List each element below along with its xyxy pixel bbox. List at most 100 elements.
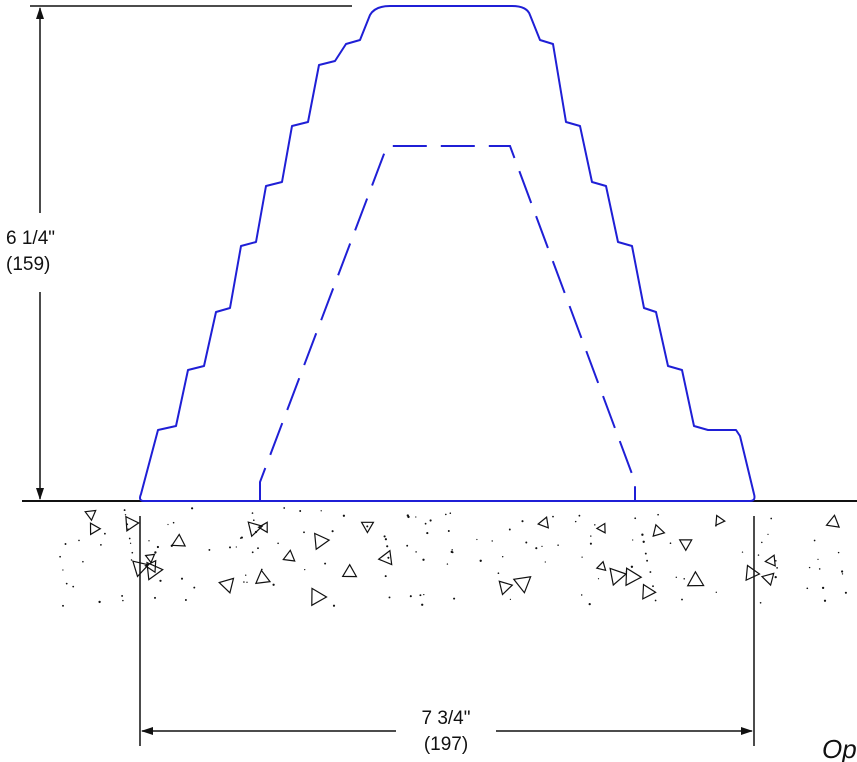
aggregate-dot [406, 544, 409, 547]
aggregate-dot [741, 551, 744, 553]
corner-label: Op [822, 734, 857, 762]
aggregate-dot [683, 578, 685, 580]
aggregate-dot [588, 602, 591, 606]
aggregate-dot [429, 519, 432, 522]
aggregate-stone [715, 514, 726, 527]
aggregate-dot [324, 562, 327, 565]
aggregate-dot [406, 514, 409, 517]
aggregate-dot [449, 512, 452, 514]
aggregate-stone [609, 567, 628, 587]
aggregate-dot [82, 560, 84, 563]
aggregate-dot [128, 537, 131, 540]
aggregate-stone [760, 572, 775, 587]
aggregate-dot [453, 597, 456, 600]
aggregate-dot [239, 537, 242, 539]
aggregate-dot [557, 544, 559, 546]
aggregate-stone [498, 580, 514, 596]
aggregate-dot [422, 558, 425, 561]
height-dimension-metric: (159) [6, 254, 50, 275]
aggregate-dot [122, 599, 124, 602]
aggregate-dot [384, 575, 387, 578]
aggregate-dot [423, 593, 425, 596]
aggregate-dot [774, 559, 777, 562]
aggregate-dot [715, 591, 717, 593]
aggregate-stone [311, 587, 328, 607]
aggregate-dot [634, 517, 637, 520]
aggregate-dot [525, 541, 528, 544]
aggregate-dot [424, 522, 427, 525]
aggregate-dot [245, 574, 247, 576]
aggregate-dot [208, 548, 211, 551]
aggregate-stone [360, 521, 375, 534]
inner-dashed-profile [259, 145, 636, 501]
aggregate-dot [757, 554, 760, 556]
aggregate-dot [578, 514, 581, 517]
aggregate-dot [808, 566, 811, 569]
aggregate-stone [764, 554, 776, 567]
aggregate-dot [421, 603, 424, 606]
aggregate-dot [366, 525, 369, 528]
aggregate-dot [597, 578, 600, 580]
aggregate-stone [257, 521, 268, 534]
aggregate-dot [841, 573, 844, 575]
aggregate-stone [625, 567, 643, 587]
aggregate-dot [632, 539, 634, 541]
aggregate-dot [104, 532, 106, 535]
aggregate-dot [581, 556, 583, 558]
aggregate-dot [590, 535, 592, 537]
aggregate-dot [131, 551, 134, 554]
aggregate-dot [299, 510, 302, 512]
aggregate-dot [535, 547, 538, 550]
aggregate-dot [154, 551, 157, 554]
aggregate-dot [580, 594, 583, 596]
aggregate-dot [652, 585, 654, 588]
aggregate-dot [251, 551, 254, 554]
aggregate-dot [806, 587, 809, 590]
aggregate-dot [156, 545, 159, 549]
aggregate-dot [64, 543, 67, 545]
aggregate-dot [253, 519, 255, 521]
aggregate-dot [124, 514, 127, 516]
aggregate-dot [491, 540, 493, 542]
aggregate-stone [595, 560, 607, 572]
aggregate-dot [589, 542, 592, 545]
aggregate-dot [65, 582, 68, 585]
aggregate-dot [446, 563, 449, 565]
aggregate-dot [451, 551, 454, 554]
aggregate-dot [62, 604, 64, 607]
aggregate-dot [823, 599, 827, 602]
aggregate-dot [415, 516, 417, 518]
aggregate-stone [652, 523, 666, 537]
aggregate-dot [646, 559, 649, 562]
aggregate-dot [479, 559, 482, 562]
aggregate-dot [251, 512, 254, 514]
aggregate-stone [745, 564, 761, 582]
aggregate-stone [595, 522, 606, 534]
aggregate-dot [332, 604, 336, 607]
aggregate-dot [409, 595, 412, 598]
aggregate-dot [419, 594, 422, 597]
aggregate-dot [426, 532, 429, 535]
aggregate-dot [246, 581, 248, 583]
aggregate-dot [654, 599, 657, 602]
aggregate-dot [383, 535, 386, 538]
aggregate-dot [387, 556, 390, 559]
aggregate-dot [331, 530, 334, 533]
aggregate-dot [386, 545, 389, 548]
aggregate-dot [384, 538, 387, 541]
aggregate-stone [678, 539, 693, 552]
aggregate-dot [767, 533, 769, 536]
aggregate-stone [537, 515, 550, 529]
aggregate-dot [476, 538, 478, 541]
aggregate-stone [314, 532, 331, 551]
aggregate-stone [686, 570, 705, 587]
aggregate-stone [512, 576, 532, 594]
width-dimension-imperial: 7 3/4" [421, 708, 470, 729]
aggregate-dot [320, 510, 322, 512]
aggregate-dot [98, 600, 101, 604]
aggregate-dot [761, 541, 763, 544]
aggregate-dot [447, 530, 450, 532]
aggregate-dot [100, 544, 102, 546]
aggregate-dot [342, 514, 346, 517]
